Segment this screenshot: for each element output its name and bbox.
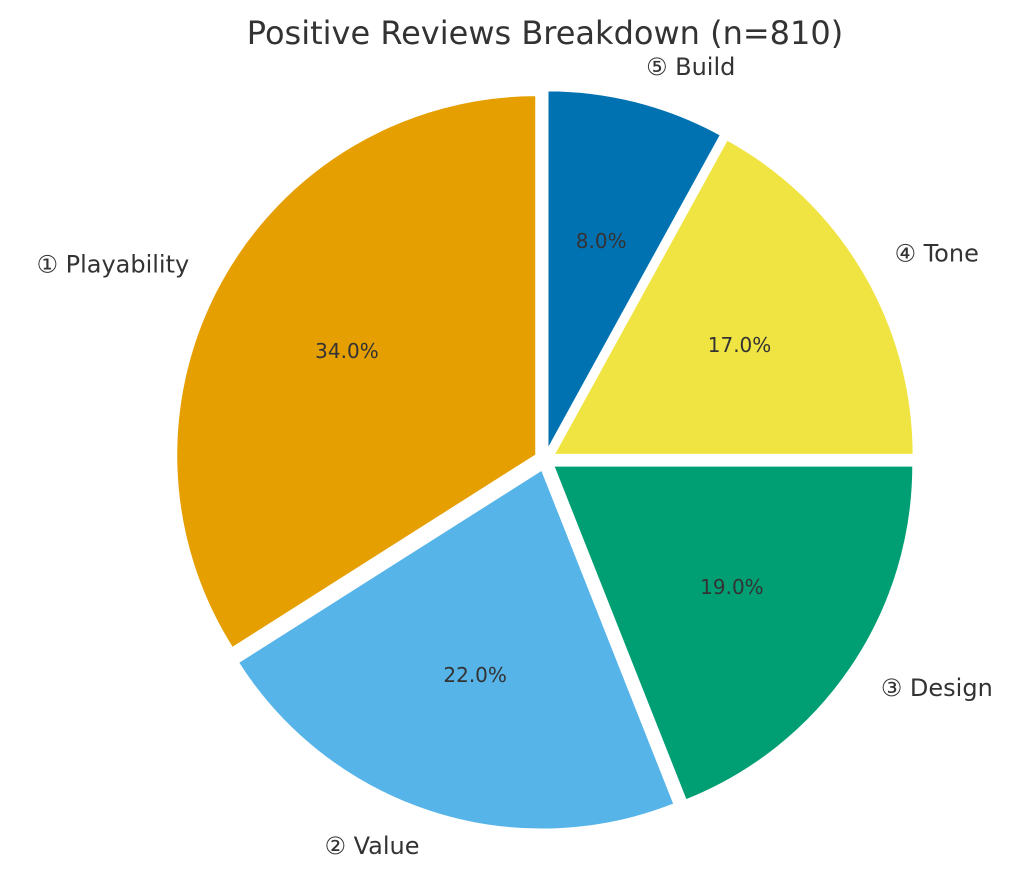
chart-title: Positive Reviews Breakdown (n=810) xyxy=(247,14,843,52)
slice-percent-label: 34.0% xyxy=(315,339,379,363)
slice-label: ① Playability xyxy=(36,250,189,278)
slice-percent-label: 17.0% xyxy=(708,333,772,357)
slice-label: ⑤ Build xyxy=(646,53,735,81)
slice-percent-label: 8.0% xyxy=(576,229,627,253)
pie-slice xyxy=(175,94,538,650)
pie-slice xyxy=(551,138,915,456)
slice-percent-label: 22.0% xyxy=(443,663,507,687)
pie-slice xyxy=(546,89,723,451)
labels: ① Playability 34.0% ② Value 22.0% ③ Design 19… xyxy=(36,53,992,860)
slices xyxy=(175,89,915,831)
slice-label: ④ Tone xyxy=(894,239,978,267)
pie-slice xyxy=(551,464,915,802)
slice-percent-label: 19.0% xyxy=(700,575,764,599)
pie-slice xyxy=(236,468,676,831)
slice-label: ② Value xyxy=(324,832,419,860)
slice-label: ③ Design xyxy=(881,674,993,702)
